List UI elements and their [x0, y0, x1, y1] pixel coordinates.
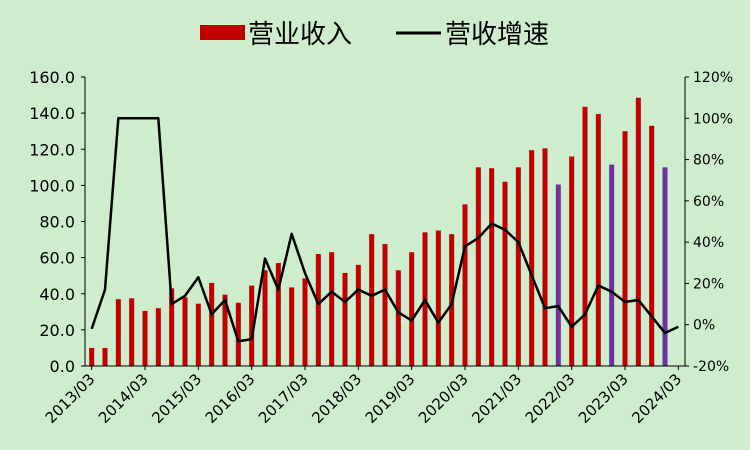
x-tick-label: 2020/03	[415, 370, 472, 427]
legend-line-label: 营收增速	[445, 20, 549, 50]
x-tick-label: 2019/03	[362, 370, 419, 427]
bar	[409, 252, 415, 366]
bar	[182, 297, 188, 366]
bar	[595, 114, 601, 366]
y-right-tick-label: 0%	[693, 318, 715, 334]
bar	[342, 272, 348, 366]
y-left-tick-label: 0.0	[50, 357, 75, 376]
legend: 营业收入 营收增速	[200, 20, 549, 50]
bar	[155, 308, 161, 366]
bar-highlight	[662, 167, 668, 366]
growth-line	[90, 117, 679, 343]
y-right-tick-label: 20%	[693, 276, 724, 292]
bar	[169, 288, 175, 366]
bar	[489, 168, 495, 366]
y-left-ticks: 0.0 20.0 40.0 60.0 80.0 100.0 120.0 140.0 160.0	[29, 68, 85, 376]
legend-bar-swatch	[200, 25, 245, 40]
x-tick-label: 2015/03	[148, 370, 205, 427]
y-left-tick-label: 120.0	[29, 140, 75, 159]
x-tick-label: 2014/03	[95, 370, 152, 427]
y-right-tick-label: 120%	[693, 70, 733, 86]
bar-series	[89, 97, 668, 367]
bar	[569, 156, 575, 366]
legend-bar-label: 营业收入	[248, 20, 352, 50]
y-right-tick-label: 100%	[693, 111, 733, 127]
bar	[275, 263, 281, 366]
bar	[369, 234, 375, 366]
bar	[529, 150, 535, 366]
bar	[435, 230, 441, 366]
bar	[462, 204, 468, 366]
bar	[582, 106, 588, 367]
y-left-tick-label: 60.0	[39, 249, 75, 268]
bar	[395, 270, 401, 366]
y-right-ticks: -20% 0% 20% 40% 60% 80% 100% 120%	[685, 70, 733, 375]
bar	[542, 148, 548, 366]
bar	[89, 347, 95, 366]
x-ticks: 2013/032014/032015/032016/032017/032018/…	[42, 366, 685, 427]
bar	[142, 310, 148, 366]
bar	[302, 278, 308, 366]
bar-highlight	[609, 164, 615, 366]
x-tick-label: 2018/03	[308, 370, 365, 427]
y-right-tick-label: 60%	[693, 194, 724, 210]
x-tick-label: 2017/03	[255, 370, 312, 427]
bar	[635, 97, 641, 367]
y-left-tick-label: 140.0	[29, 104, 75, 123]
bar	[475, 167, 481, 366]
y-right-tick-label: 40%	[693, 235, 724, 251]
bar	[355, 264, 361, 366]
bar	[235, 302, 241, 366]
y-right-tick-label: -20%	[693, 359, 729, 375]
x-tick-label: 2021/03	[468, 370, 525, 427]
bar	[315, 254, 321, 366]
bar	[502, 181, 508, 366]
y-left-tick-label: 20.0	[39, 321, 75, 340]
y-left-tick-label: 160.0	[29, 68, 75, 87]
bar	[382, 244, 388, 366]
bar	[249, 285, 255, 366]
x-tick-label: 2023/03	[575, 370, 632, 427]
bar	[102, 347, 108, 366]
x-tick-label: 2016/03	[202, 370, 259, 427]
bar	[289, 287, 295, 366]
bar	[515, 167, 521, 366]
bar	[115, 299, 121, 366]
y-left-tick-label: 80.0	[39, 213, 75, 232]
x-tick-label: 2022/03	[522, 370, 579, 427]
y-left-tick-label: 40.0	[39, 285, 75, 304]
x-tick-label: 2013/03	[42, 370, 99, 427]
bar	[129, 298, 135, 366]
bar	[222, 294, 228, 366]
bar	[209, 282, 215, 366]
y-left-tick-label: 100.0	[29, 176, 75, 195]
bar	[622, 131, 628, 366]
y-right-tick-label: 80%	[693, 153, 724, 169]
x-tick-label: 2024/03	[628, 370, 685, 427]
bar	[195, 303, 201, 366]
bar	[329, 252, 335, 366]
line-series	[90, 117, 679, 343]
bar	[649, 125, 655, 367]
bar	[262, 270, 268, 366]
bar-highlight	[555, 184, 561, 366]
